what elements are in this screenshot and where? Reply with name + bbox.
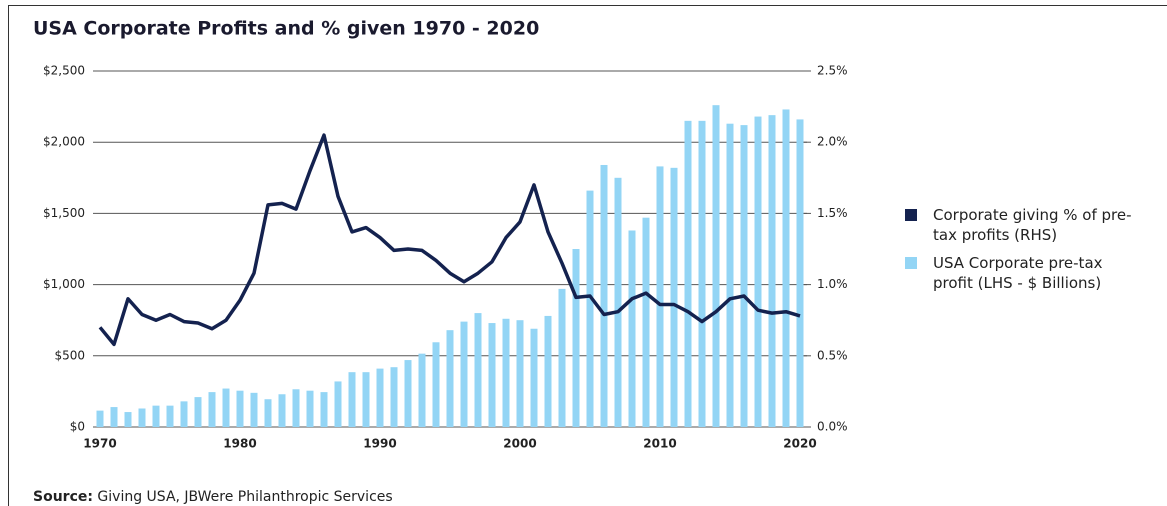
bar [530, 328, 538, 427]
bar [796, 119, 804, 427]
source: Source: Giving USA, JBWere Philanthropic… [33, 489, 393, 505]
legend-item: Corporate giving % of pre-tax profits (R… [905, 205, 1145, 245]
y2-tick-label: 1.0% [817, 277, 848, 291]
bar [698, 120, 706, 427]
x-tick-label: 2000 [503, 437, 536, 451]
bar [614, 177, 622, 427]
bar [754, 116, 762, 428]
source-text: Giving USA, JBWere Philanthropic Service… [97, 489, 393, 505]
legend-swatch [905, 257, 917, 269]
bar [740, 125, 748, 427]
source-label: Source: [33, 489, 93, 505]
bar [96, 410, 104, 427]
bar [390, 367, 398, 427]
bar [768, 115, 776, 428]
legend-swatch [905, 209, 917, 221]
y2-tick-label: 0.0% [817, 420, 848, 434]
y-tick-label: $500 [54, 348, 85, 362]
bar [432, 342, 440, 427]
x-tick-label: 1980 [223, 437, 256, 451]
y-tick-label: $1,500 [43, 206, 85, 220]
bar [348, 372, 356, 427]
bar [544, 315, 552, 427]
legend-label: Corporate giving % of pre-tax profits (R… [933, 206, 1132, 244]
bar [334, 381, 342, 427]
bar [586, 190, 594, 427]
y2-tick-label: 2.0% [817, 135, 848, 149]
bar [474, 313, 482, 427]
bar [320, 392, 328, 427]
bar [376, 368, 384, 427]
bar [250, 392, 258, 427]
bar [264, 399, 272, 427]
legend-item: USA Corporate pre-tax profit (LHS - $ Bi… [905, 253, 1145, 293]
bar [180, 401, 188, 427]
bar [502, 318, 510, 427]
bar [684, 120, 692, 427]
bar [194, 397, 202, 427]
bar [782, 109, 790, 427]
bar [404, 360, 412, 427]
x-tick-label: 1970 [83, 437, 116, 451]
bar [600, 164, 608, 427]
chart-title: USA Corporate Profits and % given 1970 -… [33, 18, 539, 40]
bar [306, 390, 314, 427]
bar [152, 405, 160, 427]
legend: Corporate giving % of pre-tax profits (R… [905, 205, 1145, 301]
bar [166, 405, 174, 427]
y2-tick-label: 0.5% [817, 348, 848, 362]
bar [292, 389, 300, 427]
bar [726, 123, 734, 428]
bar [712, 105, 720, 428]
frame [8, 5, 1167, 506]
bar [628, 230, 636, 427]
y2-tick-label: 1.5% [817, 206, 848, 220]
x-tick-label: 1990 [363, 437, 396, 451]
bar [362, 372, 370, 427]
bar [558, 288, 566, 427]
bar [124, 412, 132, 427]
bar [110, 407, 118, 427]
bar [572, 249, 580, 427]
legend-label: USA Corporate pre-tax profit (LHS - $ Bi… [933, 254, 1103, 292]
bar [642, 217, 650, 427]
bar [460, 321, 468, 427]
bar [670, 167, 678, 427]
bar [488, 323, 496, 427]
y-tick-label: $2,500 [43, 64, 85, 78]
bar [418, 353, 426, 427]
bar [236, 390, 244, 427]
y2-tick-label: 2.5% [817, 64, 848, 78]
y-tick-label: $0 [70, 420, 85, 434]
bar [656, 166, 664, 427]
x-tick-label: 2010 [643, 437, 676, 451]
line [98, 133, 801, 347]
x-tick-label: 2020 [783, 437, 816, 451]
bar [516, 320, 524, 427]
bar [278, 394, 286, 427]
bar [446, 330, 454, 427]
y-tick-label: $2,000 [43, 135, 85, 149]
bar [138, 408, 146, 427]
y-tick-label: $1,000 [43, 277, 85, 291]
bar [222, 388, 230, 427]
bar [208, 392, 216, 427]
